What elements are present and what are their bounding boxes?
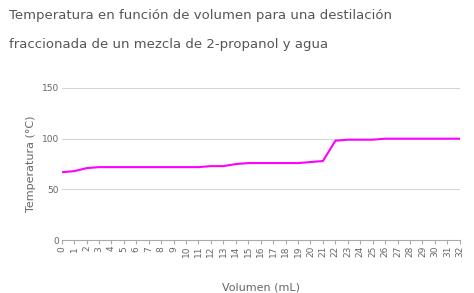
Y-axis label: Temperatura (°C): Temperatura (°C)	[26, 116, 36, 212]
Text: fraccionada de un mezcla de 2-propanol y agua: fraccionada de un mezcla de 2-propanol y…	[9, 38, 328, 51]
Text: Temperatura en función de volumen para una destilación: Temperatura en función de volumen para u…	[9, 9, 392, 22]
X-axis label: Volumen (mL): Volumen (mL)	[222, 282, 300, 292]
